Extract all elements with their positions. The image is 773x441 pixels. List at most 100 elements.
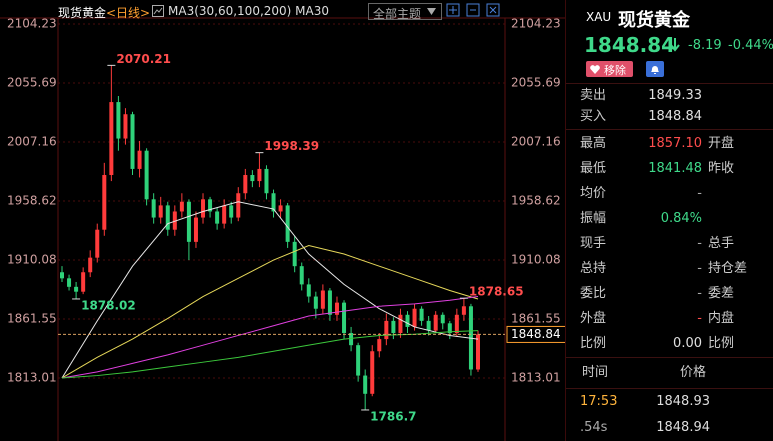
candle-body	[158, 205, 163, 218]
candle-body	[370, 351, 375, 394]
down-arrow	[670, 38, 680, 52]
row-label: 委比	[580, 286, 607, 301]
separator	[566, 388, 773, 389]
extreme-label: 2070.21	[116, 52, 171, 66]
candle-body	[363, 375, 368, 394]
y-tick-label: 1861.55	[7, 311, 57, 325]
candle-body	[186, 201, 191, 242]
row-label: 内盘	[708, 311, 735, 326]
candle-body	[123, 114, 128, 139]
candle-body	[144, 150, 149, 200]
row-label: 持仓差	[708, 261, 748, 276]
toolbar: 现货黄金 <日线> MA3(30,60,100,200) MA30 全部主题	[0, 0, 565, 22]
row-value: -	[697, 261, 702, 276]
separator	[566, 83, 773, 84]
candle-body	[215, 211, 220, 224]
candle-body	[201, 199, 206, 218]
period[interactable]: <日线>	[106, 6, 151, 20]
row-label: 卖出	[580, 88, 607, 103]
row-value: -	[697, 236, 702, 251]
candle-body	[306, 284, 311, 297]
extreme-label: 1786.7	[370, 409, 416, 423]
remove-label: 移除	[604, 64, 626, 77]
candle-body	[151, 199, 156, 218]
candle-body	[342, 302, 347, 334]
quote-row: 最低 1841.48 昨收	[580, 159, 770, 179]
candle-body	[95, 229, 100, 258]
row-label: 振幅	[580, 211, 607, 226]
quote-row: 最高 1857.10 开盘	[580, 134, 770, 154]
quote-row: 现手 - 总手	[580, 234, 770, 254]
y-tick-label: 2104.23	[511, 17, 561, 31]
candle-body	[271, 193, 276, 212]
row-value: -	[697, 311, 702, 326]
heart-icon	[590, 65, 600, 74]
row-label: 外盘	[580, 311, 607, 326]
y-tick-label: 1910.08	[511, 252, 561, 266]
candle-body	[285, 205, 290, 242]
row-label: 总持	[580, 261, 607, 276]
row-label: 现手	[580, 236, 607, 251]
theme-label: 全部主题	[373, 7, 422, 21]
quote-row: 17:53 1848.93	[580, 392, 770, 412]
candle-body	[398, 314, 403, 334]
candle-body	[222, 205, 227, 224]
candle-body	[179, 201, 184, 212]
candle-body	[257, 168, 262, 182]
quote-symbol: XAU	[586, 10, 612, 24]
candle-body	[250, 175, 255, 182]
theme-select[interactable]: 全部主题	[368, 3, 442, 21]
row-label: 比例	[580, 336, 607, 351]
candle-body	[102, 175, 107, 230]
tool-icons[interactable]	[446, 3, 502, 19]
y-tick-label: 2104.23	[7, 17, 57, 31]
candle-body	[208, 199, 213, 212]
indicator-label[interactable]: MA3(30,60,100,200) MA30	[168, 4, 329, 18]
candle-body	[412, 308, 417, 327]
candle-body	[447, 323, 452, 334]
candle-body	[116, 102, 121, 139]
row-label: 最低	[580, 161, 607, 176]
separator	[566, 357, 773, 358]
ma-line	[61, 330, 479, 379]
quote-row: 总持 - 持仓差	[580, 259, 770, 279]
alert-button[interactable]	[646, 61, 664, 77]
candle-body	[384, 320, 389, 340]
quote-panel: XAU 现货黄金 1848.84 -8.19 -0.44% 移除 卖出 1849.…	[565, 0, 773, 441]
last-price-box	[506, 325, 565, 343]
extreme-label: 1878.02	[81, 298, 136, 312]
quote-row: 买入 1848.84	[580, 107, 770, 127]
quote-row: 卖出 1849.33	[580, 86, 770, 106]
candle-body	[349, 333, 354, 346]
row-value: 0.00	[673, 336, 702, 351]
candle-body	[109, 102, 114, 176]
quote-row: 均价 -	[580, 184, 770, 204]
row-label: 开盘	[708, 136, 735, 151]
candle-body	[454, 314, 459, 334]
candle-body	[377, 339, 382, 352]
candle-body	[236, 193, 241, 218]
row-label: 均价	[580, 186, 607, 201]
extreme-label: 1998.39	[264, 139, 319, 153]
candle-body	[193, 217, 198, 242]
row-value: 1841.48	[648, 161, 702, 176]
candle-body	[461, 306, 466, 315]
remove-button[interactable]: 移除	[586, 61, 633, 77]
candle-body	[292, 241, 297, 267]
row-label: 总手	[708, 236, 735, 251]
candle-body	[391, 320, 396, 334]
row-label: 最高	[580, 136, 607, 151]
y-tick-label: 2055.69	[511, 76, 561, 90]
tick-time: 17:53	[580, 394, 618, 409]
row-label: 比例	[708, 336, 735, 351]
separator	[566, 129, 773, 130]
row-value: -	[697, 286, 702, 301]
indicator-icon[interactable]	[152, 5, 164, 17]
y-tick-label: 1861.55	[511, 311, 561, 325]
candle-body	[299, 266, 304, 285]
candle-body	[327, 290, 332, 315]
row-value: -	[697, 186, 702, 201]
y-tick-label: 1958.62	[511, 193, 561, 207]
row-label: 买入	[580, 109, 607, 124]
